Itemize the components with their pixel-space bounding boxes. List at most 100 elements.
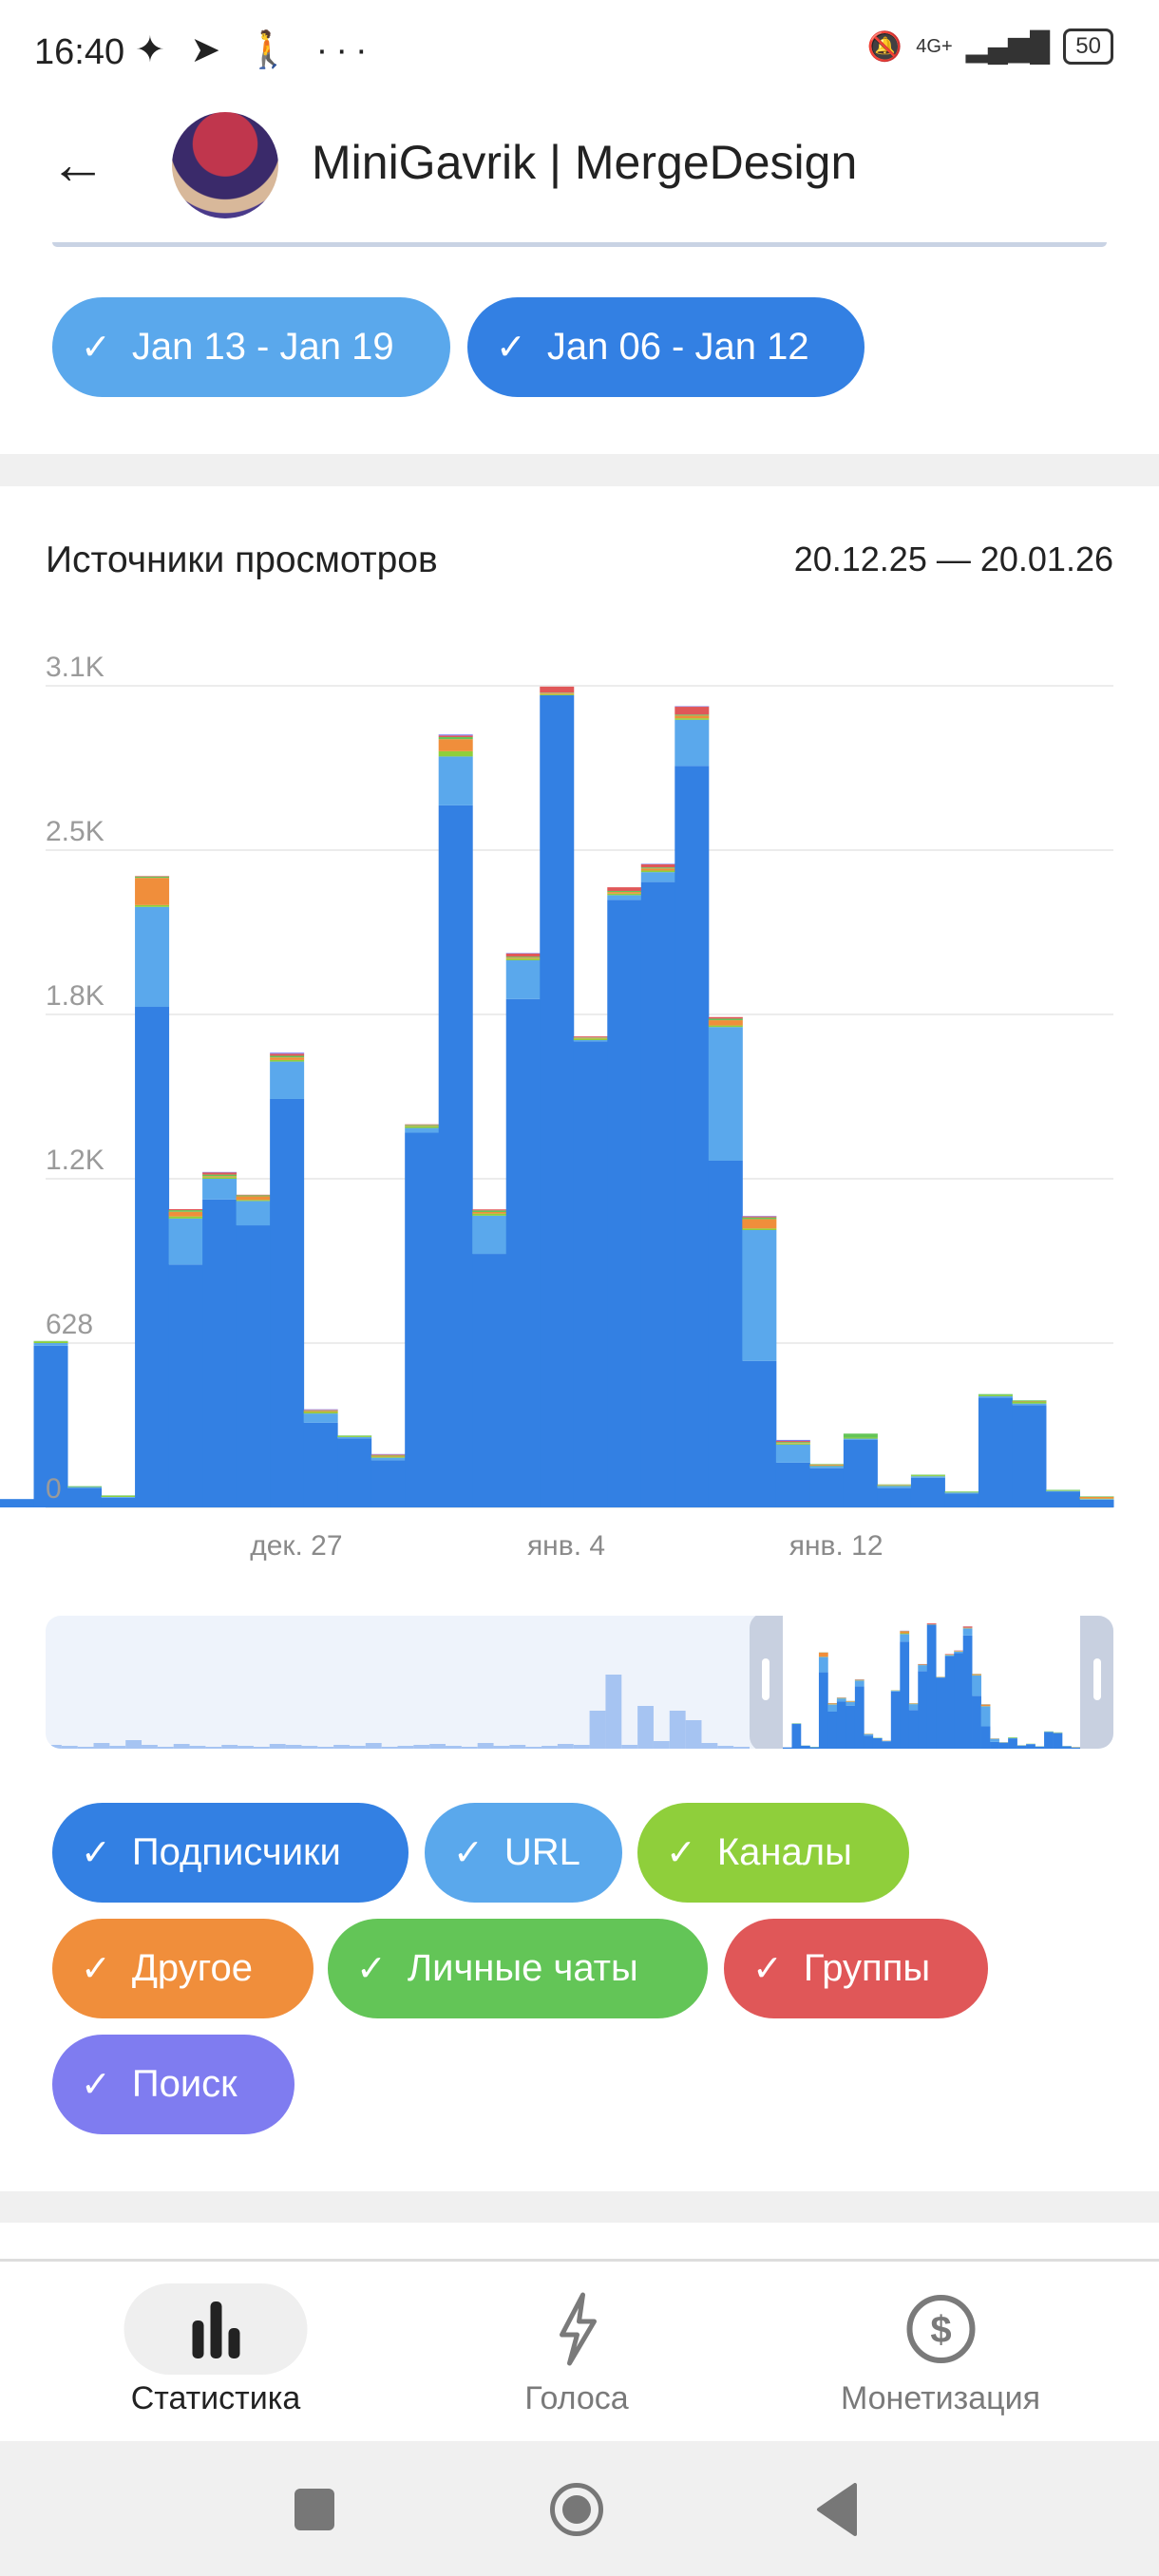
bar-stack[interactable] xyxy=(337,1435,372,1507)
bar-segment-3 xyxy=(270,1057,305,1060)
bar-stack[interactable] xyxy=(708,1016,743,1507)
bar-stack[interactable] xyxy=(202,1171,238,1507)
dollar-circle-icon: $ xyxy=(849,2283,1033,2375)
home-button[interactable] xyxy=(550,2483,603,2536)
signal-icon: ▂▄▆█ xyxy=(965,30,1051,63)
bar-stack[interactable] xyxy=(0,1499,35,1507)
avatar[interactable] xyxy=(172,112,278,218)
bar-stack[interactable] xyxy=(505,953,541,1507)
bar-stack[interactable] xyxy=(775,1439,810,1507)
overview-bar xyxy=(61,1746,78,1749)
bar-segment-0 xyxy=(370,1460,406,1507)
legend-chip[interactable]: ✓ Группы xyxy=(724,1919,988,2018)
legend-chip[interactable]: ✓ Другое xyxy=(52,1919,314,2018)
bar-segment-2 xyxy=(270,1059,305,1062)
check-icon: ✓ xyxy=(453,1833,484,1873)
bar-segment-3 xyxy=(1079,1496,1114,1499)
bar-stack[interactable] xyxy=(607,887,642,1507)
bar-segment-2 xyxy=(405,1126,440,1128)
bar-stack[interactable] xyxy=(303,1409,338,1507)
bar-stack[interactable] xyxy=(978,1393,1013,1507)
mini-bar-segment xyxy=(827,1704,838,1712)
week-chip-jan13[interactable]: ✓ Jan 13 - Jan 19 xyxy=(52,297,450,397)
legend-chip[interactable]: ✓ Личные чаты xyxy=(328,1919,708,2018)
bar-segment-3 xyxy=(742,1219,777,1229)
bar-stack[interactable] xyxy=(67,1486,103,1507)
tab-votes[interactable]: Голоса xyxy=(420,2262,733,2441)
legend-chip[interactable]: ✓ Подписчики xyxy=(52,1803,408,1903)
legend-chip[interactable]: ✓ Каналы xyxy=(637,1803,909,1903)
bar-stack[interactable] xyxy=(1045,1489,1080,1507)
tab-monetization[interactable]: $ Монетизация xyxy=(784,2262,1097,2441)
legend-chip[interactable]: ✓ Поиск xyxy=(52,2035,294,2134)
recents-button[interactable] xyxy=(294,2489,334,2530)
bar-segment-0 xyxy=(640,881,675,1507)
overview-bar xyxy=(205,1747,222,1749)
bar-stack[interactable] xyxy=(1079,1496,1114,1507)
bar-segment-4 xyxy=(337,1435,372,1436)
bar-stack[interactable] xyxy=(573,1036,608,1507)
bar-stack[interactable] xyxy=(101,1495,136,1507)
chip-label: Jan 13 - Jan 19 xyxy=(131,326,394,368)
bar-stack[interactable] xyxy=(370,1453,406,1507)
mini-bar-segment xyxy=(1008,1737,1017,1738)
navigator-handle-left[interactable] xyxy=(762,1658,770,1700)
bar-segment-1 xyxy=(1079,1499,1114,1500)
bar-segment-0 xyxy=(1079,1499,1114,1507)
range-navigator[interactable] xyxy=(46,1616,1113,1749)
mini-bar-segment xyxy=(900,1631,910,1634)
back-nav-button[interactable] xyxy=(815,2483,859,2536)
overview-bar xyxy=(621,1745,638,1749)
tab-label: Статистика xyxy=(130,2380,301,2416)
bar-stack[interactable] xyxy=(33,1340,68,1507)
navigator-handle-right[interactable] xyxy=(1093,1658,1101,1700)
bar-stack[interactable] xyxy=(405,1124,440,1507)
overview-bar xyxy=(429,1744,446,1749)
bar-stack[interactable] xyxy=(438,734,473,1507)
tab-statistics[interactable]: Статистика xyxy=(59,2262,372,2441)
bar-segment-0 xyxy=(1045,1491,1080,1507)
navigator-window[interactable] xyxy=(750,1616,1113,1749)
bar-stack[interactable] xyxy=(843,1433,878,1507)
bar-segment-5 xyxy=(640,863,675,868)
bar-stack[interactable] xyxy=(944,1491,979,1507)
bar-segment-1 xyxy=(67,1487,103,1488)
bar-segment-4 xyxy=(877,1484,912,1486)
mini-bar-segment xyxy=(926,1623,937,1625)
week-chip-jan06[interactable]: ✓ Jan 06 - Jan 12 xyxy=(467,297,864,397)
bar-stack[interactable] xyxy=(742,1216,777,1507)
bar-stack[interactable] xyxy=(1012,1400,1047,1507)
bar-segment-2 xyxy=(742,1228,777,1230)
bar-stack[interactable] xyxy=(168,1208,203,1507)
bar-stack[interactable] xyxy=(270,1052,305,1507)
y-tick-label: 628 xyxy=(46,1309,93,1340)
check-icon: ✓ xyxy=(81,1949,111,1989)
bar-stack[interactable] xyxy=(472,1209,507,1507)
bar-segment-3 xyxy=(135,878,170,905)
bar-segment-4 xyxy=(33,1340,68,1342)
back-button[interactable]: ← xyxy=(49,132,106,196)
bar-segment-0 xyxy=(101,1497,136,1507)
bar-segment-4 xyxy=(202,1174,238,1177)
mini-bar-segment xyxy=(800,1745,810,1749)
bar-stack[interactable] xyxy=(809,1464,845,1507)
bar-stack[interactable] xyxy=(910,1474,945,1507)
mini-bar-segment xyxy=(944,1656,955,1749)
bar-stack[interactable] xyxy=(674,706,710,1507)
bar-stack[interactable] xyxy=(540,686,575,1507)
mini-bar-segment xyxy=(900,1641,910,1749)
overview-bar xyxy=(653,1741,670,1749)
bar-segment-1 xyxy=(877,1486,912,1488)
bar-stack[interactable] xyxy=(135,876,170,1507)
bar-stack[interactable] xyxy=(236,1194,271,1507)
views-sources-chart[interactable]: 0 628 1.2K 1.8K 2.5K 3.1K дек. 27 янв. 4 янв. 12 xyxy=(0,486,1159,1588)
bar-segment-1 xyxy=(236,1201,271,1226)
bar-segment-2 xyxy=(370,1456,406,1458)
date-range[interactable]: 20.12.25 — 20.01.26 xyxy=(793,540,1113,578)
bar-segment-6 xyxy=(438,734,473,736)
legend-chip[interactable]: ✓ URL xyxy=(425,1803,622,1903)
bar-stack[interactable] xyxy=(877,1484,912,1507)
bar-segment-5 xyxy=(505,953,541,957)
navigator-selection xyxy=(783,1616,1080,1749)
bar-stack[interactable] xyxy=(640,863,675,1507)
